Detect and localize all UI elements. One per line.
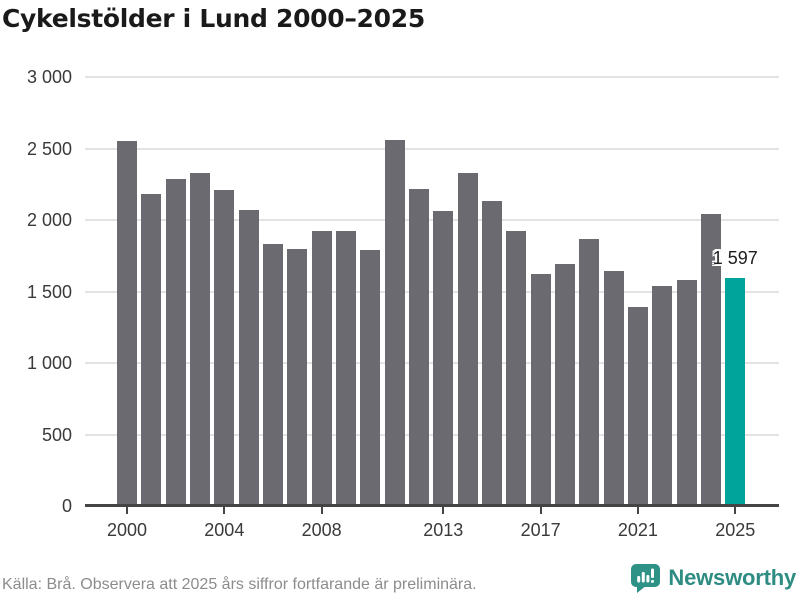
y-axis-label-3000: 3 000 [26,67,72,87]
bar-2019 [579,238,600,506]
x-axis-label-2021: 2021 [617,520,658,540]
bar-2023 [676,280,697,506]
bar-2001 [141,194,162,506]
gridline-2500 [85,147,779,150]
x-axis-label-2013: 2013 [423,520,464,540]
bar-2025 [725,277,746,506]
bar-2013 [433,211,454,506]
bar-2004 [214,189,235,506]
gridline-500 [85,433,779,436]
bar-2022 [652,285,673,506]
bar-2015 [481,201,502,506]
gridline-2000 [85,219,779,221]
bar-2024 [700,214,721,506]
x-tick-2021 [636,507,639,514]
bar-2017 [530,274,551,506]
bar-2002 [165,178,186,506]
x-axis-label-2025: 2025 [715,520,756,540]
bar-2020 [603,271,624,506]
gridline-1500 [85,290,779,293]
x-tick-2025 [734,507,737,514]
y-axis-label-1000: 1 000 [26,353,72,373]
x-axis-label-2017: 2017 [520,520,561,540]
x-axis-label-2008: 2008 [301,520,342,540]
chart-title: Cykelstölder i Lund 2000–2025 [2,4,425,33]
bar-2021 [627,307,648,506]
bar-2018 [554,264,575,506]
y-axis-label-2500: 2 500 [26,138,72,159]
x-tick-2017 [539,507,542,514]
bar-2010 [360,250,381,506]
bar-2008 [311,231,332,506]
x-tick-2008 [320,507,323,514]
newsworthy-logo: Newsworthy [631,562,796,594]
bar-chart-plot-area: 0 500 1 000 1 500 2 000 2 500 3 000 2000 2004 200… [26,67,779,540]
value-label-2025: 1 597 [712,247,758,268]
gridline-1000 [85,362,779,364]
x-tick-2000 [126,507,128,514]
bar-2009 [335,231,356,506]
bar-2007 [287,248,308,506]
chart-footer: Källa: Brå. Observera att 2025 års siffr… [0,562,800,600]
bar-2006 [262,244,283,506]
bar-2012 [408,188,429,506]
x-tick-2013 [442,507,445,514]
y-axis-label-2000: 2 000 [26,210,72,230]
bar-2011 [384,139,405,506]
x-tick-2004 [223,507,226,514]
y-axis-label-0: 0 [61,496,72,516]
x-axis-label-2004: 2004 [204,520,245,540]
bar-2003 [189,172,210,506]
bar-chart-speech-bubble-icon [631,563,661,593]
source-note: Källa: Brå. Observera att 2025 års siffr… [2,576,477,593]
bar-2005 [238,209,259,506]
newsworthy-wordmark: Newsworthy [668,565,796,590]
y-axis-label-500: 500 [41,424,72,445]
x-axis-line [85,504,779,507]
bar-2014 [457,172,478,506]
bar-2016 [506,231,527,506]
x-axis-label-2000: 2000 [106,520,148,540]
gridline-3000 [85,76,779,78]
bar-2000 [117,141,137,506]
y-axis-label-1500: 1 500 [26,281,72,302]
